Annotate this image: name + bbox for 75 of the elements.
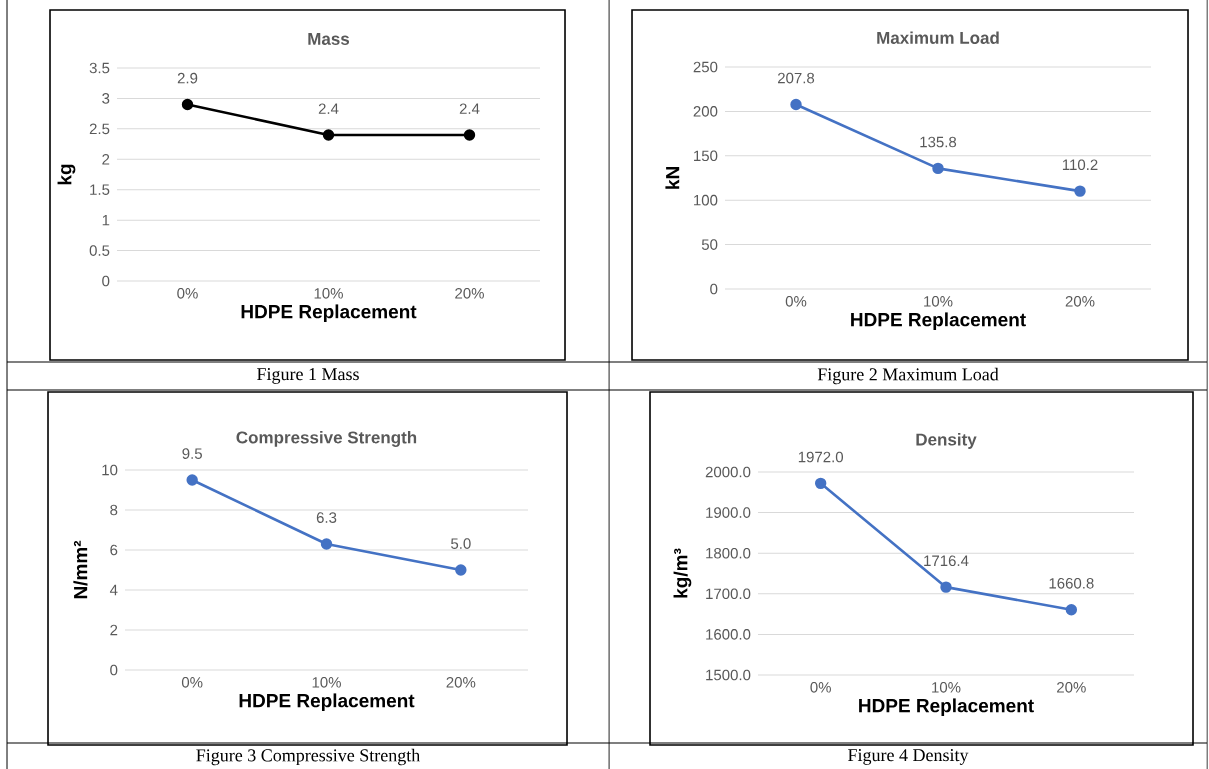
y-tick-label: 0: [110, 664, 118, 676]
x-tick-label: 10%: [312, 677, 341, 688]
data-label: 2.4: [459, 103, 480, 114]
y-tick-label: 0: [102, 275, 110, 287]
chart-title: Mass: [308, 33, 350, 45]
y-tick-label: 4: [109, 584, 118, 596]
caption: Figure 4 Density: [848, 749, 969, 765]
x-axis-title: HDPE Replacement: [239, 693, 415, 712]
y-tick-label: 2: [110, 624, 118, 636]
y-axis-title: N/mm²: [73, 540, 88, 599]
x-tick-label: 0%: [810, 682, 831, 693]
y-tick-label: 1900.0: [706, 507, 751, 518]
data-label: 1660.8: [1049, 578, 1094, 589]
data-label: 110.2: [1062, 159, 1098, 171]
y-tick-label: 1800.0: [706, 547, 751, 559]
caption: Figure 2 Maximum Load: [817, 367, 999, 385]
x-tick-label: 0%: [181, 677, 203, 688]
y-tick-label: 2.5: [89, 123, 110, 135]
x-axis-title: HDPE Replacement: [859, 698, 1034, 717]
y-tick-label: 250: [693, 61, 718, 73]
y-tick-label: 200: [693, 106, 718, 117]
data-label: 5.0: [451, 538, 471, 549]
data-label: 6.3: [316, 512, 337, 523]
point: [455, 564, 467, 576]
y-tick-label: 2000.0: [705, 466, 751, 478]
point: [186, 474, 198, 486]
x-tick-label: 10%: [314, 288, 343, 299]
y-tick-label: 3: [102, 93, 110, 104]
y-tick-label: 10: [102, 464, 118, 476]
y-axis-title: kg: [57, 164, 76, 185]
data-label: 9.5: [182, 448, 202, 459]
data-label: 207.8: [777, 72, 815, 84]
chart-title: Density: [916, 433, 977, 449]
x-tick-label: 20%: [455, 288, 484, 299]
y-tick-label: 50: [701, 239, 718, 250]
point: [1065, 604, 1078, 616]
x-tick-label: 10%: [924, 296, 953, 307]
x-tick-label: 0%: [177, 288, 198, 299]
point: [790, 98, 802, 111]
data-label: 1716.4: [924, 555, 969, 567]
point: [814, 477, 827, 490]
data-label: 135.8: [920, 136, 957, 148]
point: [932, 162, 944, 175]
x-tick-label: 0%: [785, 296, 807, 307]
x-tick-label: 10%: [932, 682, 961, 693]
x-tick-label: 20%: [1065, 296, 1095, 307]
chart-title: Compressive Strength: [236, 430, 417, 447]
y-tick-label: 3.5: [89, 62, 110, 74]
y-tick-label: 2: [102, 154, 110, 165]
caption: Figure 1 Mass: [257, 368, 359, 384]
y-tick-label: 100: [694, 194, 718, 206]
x-axis-title: HDPE Replacement: [241, 304, 417, 323]
x-tick-label: 20%: [1057, 682, 1086, 693]
y-tick-label: 1700.0: [706, 588, 751, 600]
y-tick-label: 150: [694, 150, 718, 162]
data-label: 2.9: [177, 72, 198, 84]
y-tick-label: 0: [710, 283, 718, 295]
y-tick-label: 1: [102, 214, 110, 226]
x-tick-label: 20%: [446, 677, 476, 688]
y-tick-label: 6: [110, 544, 118, 556]
data-label: 2.4: [318, 103, 339, 114]
y-tick-label: 1600.0: [706, 629, 751, 640]
point: [1074, 185, 1086, 197]
y-tick-label: 0.5: [89, 245, 110, 256]
y-axis-title: kN: [665, 167, 680, 189]
y-tick-label: 1500.0: [706, 669, 751, 681]
y-axis-title: kg/m³: [673, 548, 692, 598]
chart-title: Maximum Load: [877, 31, 999, 44]
caption: Figure 3 Compressive Strength: [196, 748, 421, 766]
y-tick-label: 8: [110, 504, 118, 516]
point: [320, 538, 333, 550]
y-tick-label: 1.5: [90, 184, 110, 195]
x-axis-title: HDPE Replacement: [851, 312, 1026, 331]
point: [940, 581, 952, 593]
data-label: 1972.0: [798, 451, 844, 463]
